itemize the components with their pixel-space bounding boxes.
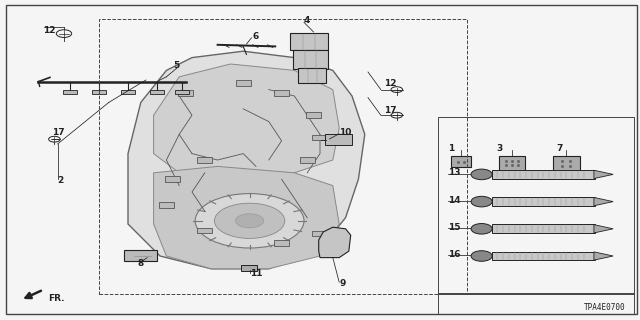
Circle shape bbox=[471, 196, 492, 207]
Text: 12: 12 bbox=[44, 26, 56, 35]
FancyBboxPatch shape bbox=[492, 252, 595, 260]
Circle shape bbox=[214, 203, 285, 238]
Polygon shape bbox=[154, 64, 339, 179]
Circle shape bbox=[471, 251, 492, 261]
Bar bbox=[438, 293, 634, 314]
FancyBboxPatch shape bbox=[150, 90, 164, 94]
Text: FR.: FR. bbox=[48, 294, 65, 303]
Text: 3: 3 bbox=[496, 144, 502, 153]
Bar bbox=[99, 19, 467, 294]
FancyBboxPatch shape bbox=[451, 156, 471, 167]
FancyBboxPatch shape bbox=[492, 170, 595, 179]
FancyBboxPatch shape bbox=[553, 156, 580, 172]
FancyBboxPatch shape bbox=[159, 202, 174, 208]
Text: 15: 15 bbox=[448, 223, 461, 232]
FancyBboxPatch shape bbox=[293, 50, 328, 69]
FancyBboxPatch shape bbox=[312, 135, 328, 140]
FancyBboxPatch shape bbox=[312, 231, 328, 236]
Text: 10: 10 bbox=[339, 128, 351, 137]
Circle shape bbox=[236, 214, 264, 228]
FancyBboxPatch shape bbox=[175, 90, 189, 94]
FancyBboxPatch shape bbox=[492, 224, 595, 233]
Text: 14: 14 bbox=[448, 196, 461, 204]
FancyBboxPatch shape bbox=[63, 90, 77, 94]
Text: 17: 17 bbox=[384, 106, 397, 115]
FancyBboxPatch shape bbox=[298, 68, 326, 83]
Polygon shape bbox=[154, 166, 339, 269]
FancyBboxPatch shape bbox=[241, 265, 257, 271]
FancyBboxPatch shape bbox=[178, 90, 193, 96]
Polygon shape bbox=[594, 225, 613, 233]
FancyBboxPatch shape bbox=[499, 156, 525, 171]
Text: 2: 2 bbox=[58, 176, 64, 185]
FancyBboxPatch shape bbox=[236, 80, 251, 86]
FancyBboxPatch shape bbox=[306, 112, 321, 118]
Text: 12: 12 bbox=[384, 79, 397, 88]
Text: 7: 7 bbox=[557, 144, 563, 153]
Text: 4: 4 bbox=[304, 16, 310, 25]
Circle shape bbox=[195, 194, 304, 248]
Text: TPA4E0700: TPA4E0700 bbox=[584, 303, 626, 312]
FancyBboxPatch shape bbox=[121, 90, 135, 94]
Text: 5: 5 bbox=[173, 61, 179, 70]
Polygon shape bbox=[594, 170, 613, 179]
FancyBboxPatch shape bbox=[325, 134, 352, 145]
Text: 8: 8 bbox=[138, 260, 144, 268]
Text: 9: 9 bbox=[339, 279, 346, 288]
FancyBboxPatch shape bbox=[197, 228, 212, 233]
Text: 16: 16 bbox=[448, 250, 461, 259]
FancyBboxPatch shape bbox=[274, 240, 289, 246]
FancyBboxPatch shape bbox=[492, 197, 595, 206]
Polygon shape bbox=[594, 252, 613, 260]
FancyBboxPatch shape bbox=[290, 33, 328, 50]
Bar bbox=[438, 117, 634, 294]
FancyBboxPatch shape bbox=[92, 90, 106, 94]
Text: 6: 6 bbox=[253, 32, 259, 41]
Text: 1: 1 bbox=[448, 144, 454, 153]
Polygon shape bbox=[128, 51, 365, 269]
Polygon shape bbox=[319, 227, 351, 258]
Polygon shape bbox=[594, 197, 613, 206]
FancyBboxPatch shape bbox=[165, 176, 180, 182]
FancyBboxPatch shape bbox=[274, 90, 289, 96]
FancyBboxPatch shape bbox=[300, 157, 315, 163]
Text: 11: 11 bbox=[250, 269, 262, 278]
Text: 13: 13 bbox=[448, 168, 461, 177]
Text: 17: 17 bbox=[52, 128, 65, 137]
Circle shape bbox=[471, 169, 492, 180]
FancyBboxPatch shape bbox=[197, 157, 212, 163]
FancyBboxPatch shape bbox=[124, 250, 157, 261]
Circle shape bbox=[471, 224, 492, 234]
